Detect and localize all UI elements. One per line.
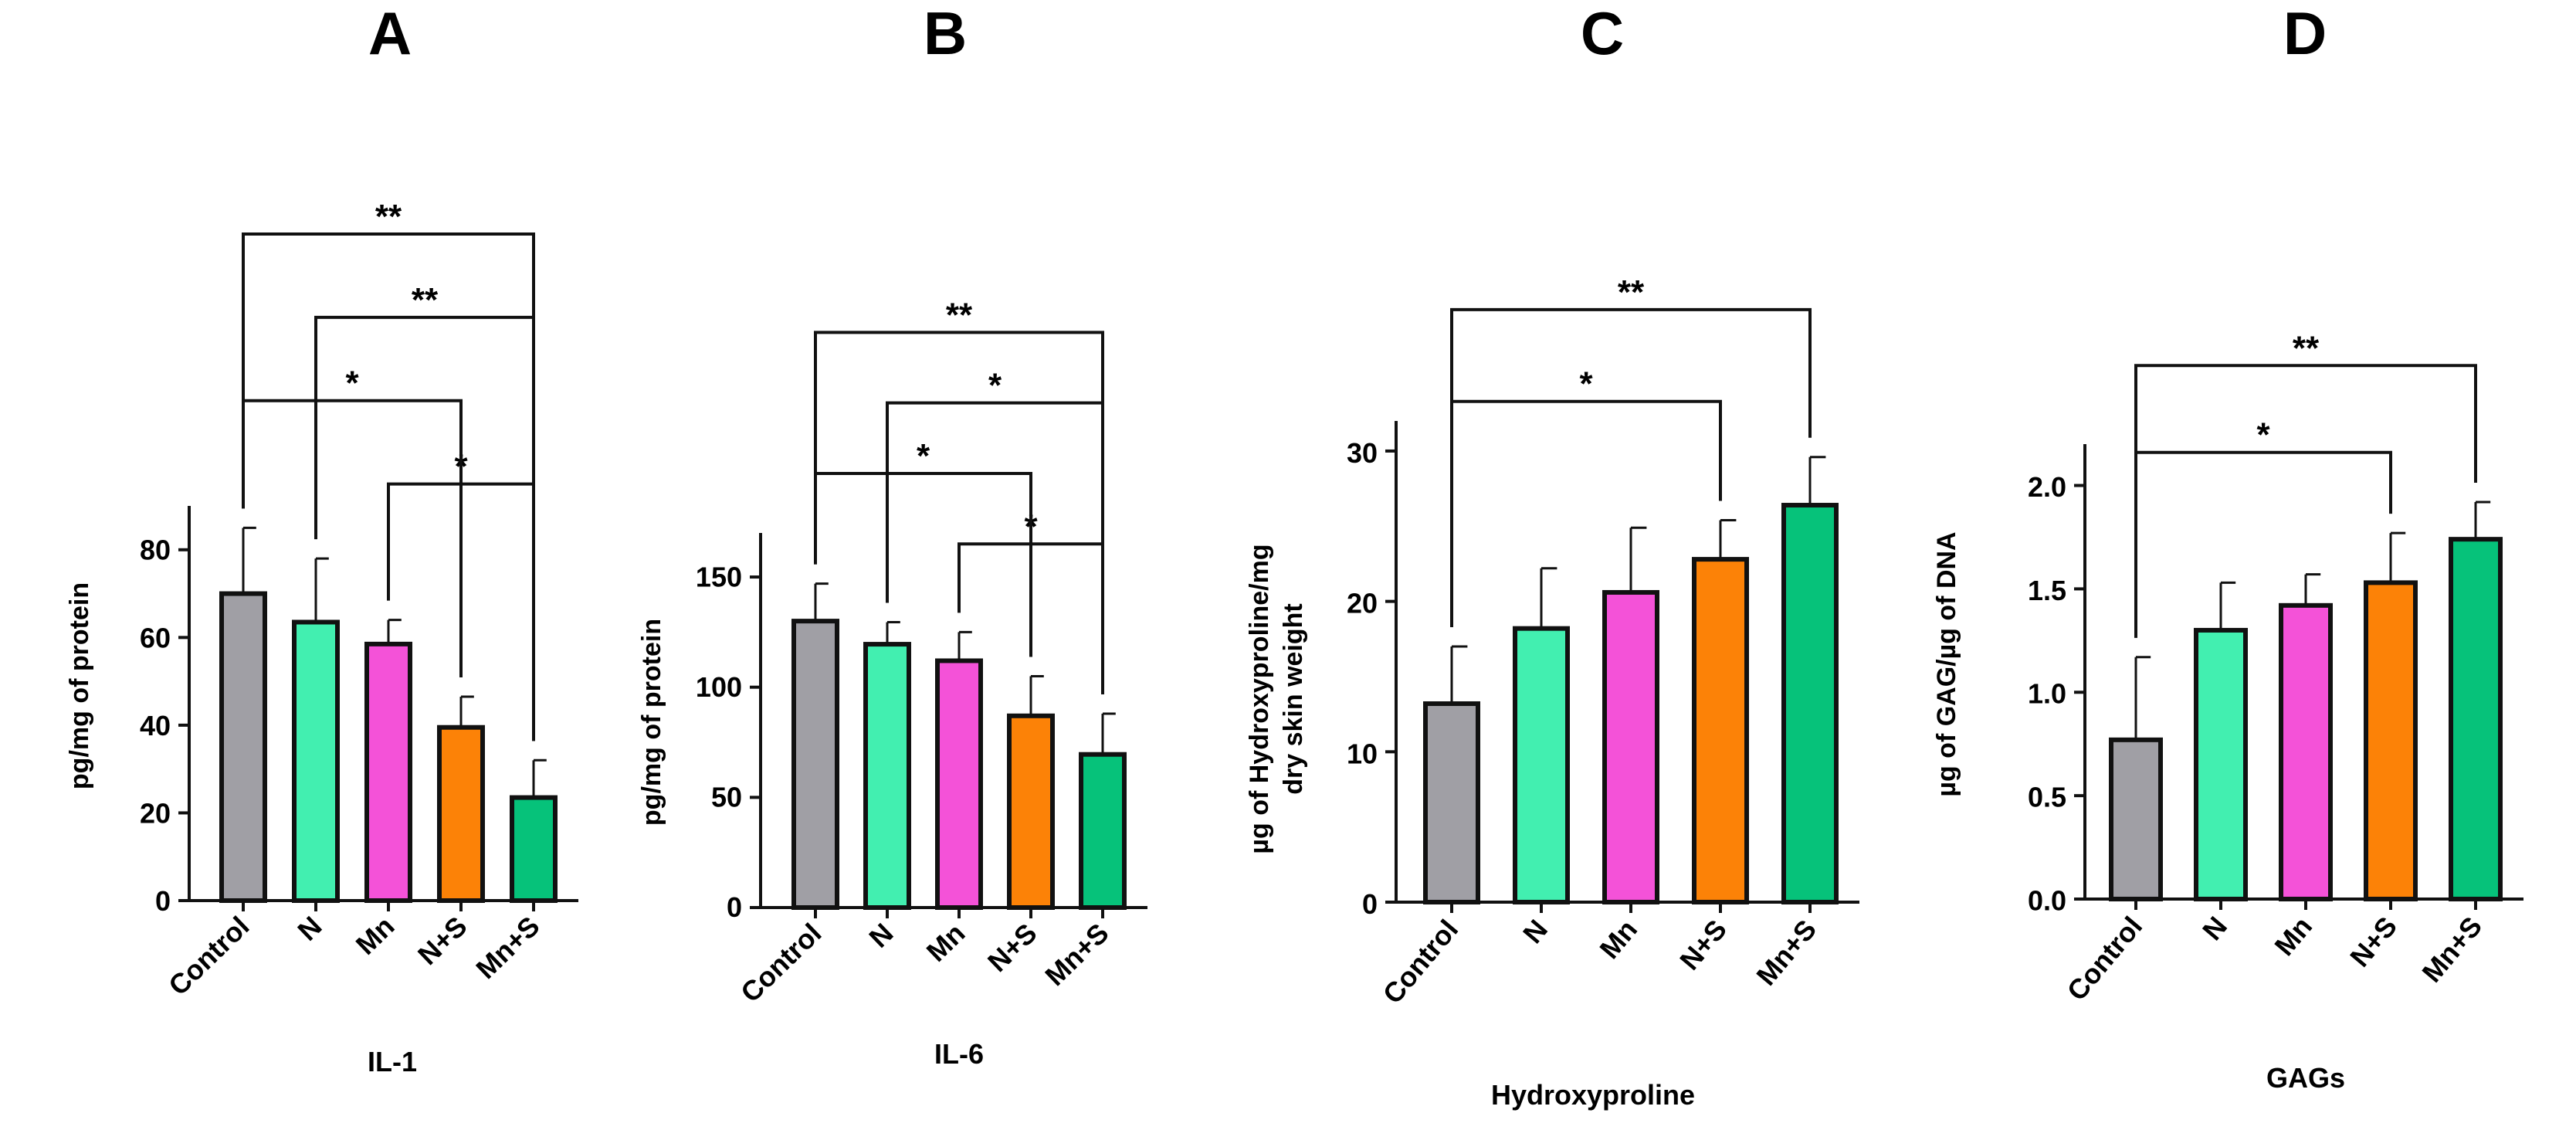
significance-label: * [917, 437, 930, 475]
significance-bracket [1450, 307, 1812, 628]
panel-b-x-axis-title: IL-6 [934, 1038, 984, 1070]
bar-n [292, 619, 340, 903]
y-tick-label: 0.5 [2028, 782, 2066, 813]
bar-control [219, 591, 267, 903]
y-tick-label: 80 [140, 534, 171, 566]
significance-bracket [242, 232, 535, 741]
bar-n [863, 642, 911, 911]
significance-label: ** [375, 198, 402, 236]
panel-letter-a: A [368, 0, 412, 67]
bar-n [1513, 626, 1570, 904]
panel-d-y-axis-title: µg of GAG/µg of DNA [1932, 531, 1961, 796]
significance-label: ** [946, 296, 973, 334]
panel-c-y-axis-title-line-2: dry skin weight [1279, 603, 1308, 795]
bar-n-plus-s [1007, 713, 1055, 911]
bar-n-plus-s [2364, 580, 2418, 901]
panel-letter-c: C [1581, 0, 1624, 67]
y-tick-label: 30 [1347, 437, 1378, 469]
bar-mn [2279, 602, 2333, 901]
y-tick-label: 50 [711, 782, 742, 813]
bar-mn-plus-s [1079, 752, 1127, 910]
bar-control [791, 619, 839, 911]
y-tick-label: 0 [727, 891, 742, 923]
y-tick-label: 0 [1362, 888, 1378, 920]
significance-label: * [2256, 416, 2270, 454]
panel-d-x-axis-title: GAGs [2266, 1062, 2345, 1094]
panel-letter-b: B [924, 0, 967, 67]
y-tick-label: 150 [696, 561, 742, 592]
y-tick-label: 40 [140, 710, 171, 741]
bar-mn-plus-s [510, 795, 558, 904]
significance-bracket [814, 331, 1104, 694]
y-tick-label: 20 [1347, 588, 1378, 619]
y-tick-label: 0.0 [2028, 884, 2066, 916]
y-tick-label: 0 [155, 885, 171, 917]
panel-c-x-axis-title: Hydroxyproline [1491, 1079, 1695, 1111]
significance-label: * [345, 365, 359, 402]
significance-label: * [988, 367, 1002, 405]
panel-a-x-axis-title: IL-1 [368, 1046, 417, 1077]
bar-control [2109, 737, 2163, 901]
panel-letter-d: D [2283, 0, 2327, 67]
y-tick-label: 100 [696, 671, 742, 703]
panel-b-y-axis-title: pg/mg of protein [637, 619, 666, 826]
bar-mn [1602, 589, 1659, 904]
significance-label: * [1579, 365, 1593, 403]
significance-label: ** [2293, 329, 2320, 367]
bar-mn-plus-s [2449, 537, 2503, 901]
panel-a-y-axis-title: pg/mg of protein [65, 582, 94, 789]
y-tick-label: 1.0 [2028, 678, 2066, 710]
y-tick-label: 60 [140, 622, 171, 653]
bar-n-plus-s [1692, 557, 1749, 904]
bar-n-plus-s [437, 724, 485, 903]
y-tick-label: 1.5 [2028, 575, 2066, 606]
y-tick-label: 20 [140, 797, 171, 829]
bar-n [2194, 627, 2248, 901]
significance-label: ** [1618, 273, 1645, 311]
significance-bracket [2134, 364, 2477, 638]
bar-mn [935, 658, 983, 910]
bar-mn-plus-s [1781, 503, 1839, 904]
bar-control [1423, 701, 1480, 904]
bar-mn [364, 641, 412, 903]
y-tick-label: 2.0 [2028, 471, 2066, 503]
y-tick-label: 10 [1347, 738, 1378, 769]
significance-label: ** [412, 281, 439, 319]
panel-c-y-axis-title-line-1: µg of Hydroxyproline/mg [1245, 544, 1274, 853]
